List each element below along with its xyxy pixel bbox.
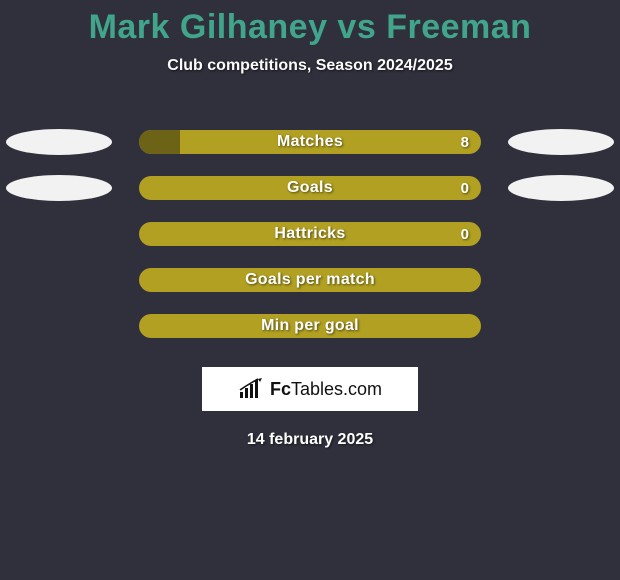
page-subtitle: Club competitions, Season 2024/2025 [0, 57, 620, 75]
player-left-marker [6, 129, 112, 155]
brand-chart-icon [238, 378, 264, 400]
stat-label: Goals [139, 176, 481, 200]
stat-value: 8 [461, 130, 469, 154]
stat-value: 0 [461, 176, 469, 200]
stat-bar: Goals0 [139, 176, 481, 200]
stat-bar: Hattricks0 [139, 222, 481, 246]
player-left-marker [6, 175, 112, 201]
stat-row: Goals per match [0, 257, 620, 303]
page-title: Mark Gilhaney vs Freeman [0, 0, 620, 47]
date-text: 14 february 2025 [0, 431, 620, 449]
stat-bar: Goals per match [139, 268, 481, 292]
stats-container: Matches8Goals0Hattricks0Goals per matchM… [0, 119, 620, 349]
player-right-marker [508, 129, 614, 155]
stat-row: Goals0 [0, 165, 620, 211]
stat-row: Matches8 [0, 119, 620, 165]
brand-logo: FcTables.com [202, 367, 418, 411]
stat-bar: Min per goal [139, 314, 481, 338]
stat-label: Hattricks [139, 222, 481, 246]
stat-row: Min per goal [0, 303, 620, 349]
brand-name: FcTables.com [270, 379, 382, 400]
stat-label: Goals per match [139, 268, 481, 292]
brand-name-rest: Tables.com [291, 379, 382, 399]
brand-name-strong: Fc [270, 379, 291, 399]
stat-label: Matches [139, 130, 481, 154]
stat-row: Hattricks0 [0, 211, 620, 257]
stat-bar: Matches8 [139, 130, 481, 154]
stat-value: 0 [461, 222, 469, 246]
player-right-marker [508, 175, 614, 201]
stat-label: Min per goal [139, 314, 481, 338]
